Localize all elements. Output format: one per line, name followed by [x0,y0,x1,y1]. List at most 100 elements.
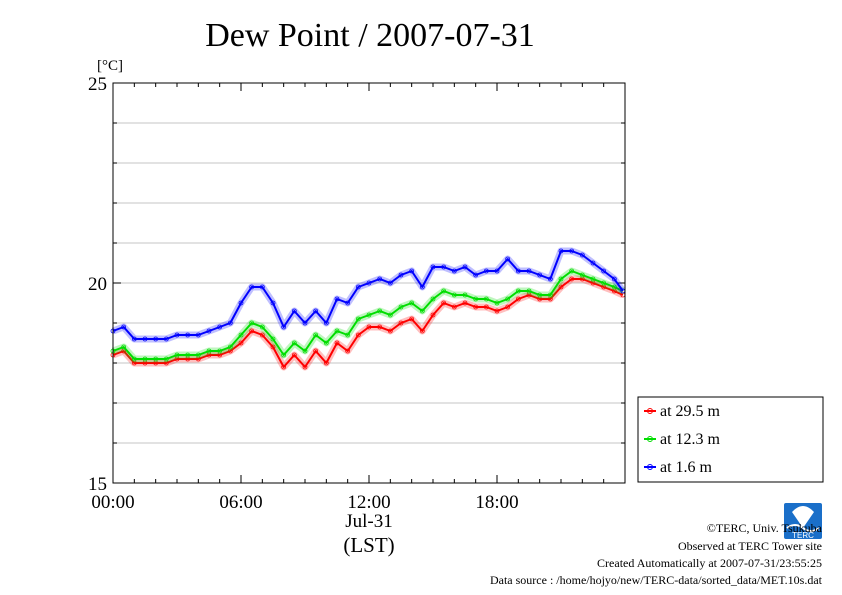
data-point [185,332,191,338]
data-point [259,332,265,338]
chart-title: Dew Point / 2007-07-31 [205,17,535,54]
data-point [227,344,233,350]
data-point [206,328,212,334]
data-point [153,356,159,362]
data-point [473,296,479,302]
data-point [281,324,287,330]
data-point [121,344,127,350]
data-point [355,284,361,290]
data-point [270,300,276,306]
data-point [153,336,159,342]
data-point [291,308,297,314]
data-point [366,324,372,330]
legend-marker [647,464,653,470]
legend: at 29.5 m at 12.3 m at 1.6 m [637,396,824,483]
data-point [238,340,244,346]
data-point [441,300,447,306]
data-point [505,256,511,262]
data-point [281,352,287,358]
data-point [601,268,607,274]
data-point [249,328,255,334]
credit-site: Observed at TERC Tower site [678,539,822,553]
data-point [526,268,532,274]
x-axis-ticks: 00:00 06:00 12:00 18:00 [91,83,626,513]
data-point [238,332,244,338]
data-point [377,276,383,282]
data-point [558,284,564,290]
data-point [355,316,361,322]
data-point [547,292,553,298]
data-point [131,356,137,362]
credit-source: Data source : /home/hojyo/new/TERC-data/… [490,573,823,587]
data-point [451,268,457,274]
legend-box [637,396,824,483]
data-point [302,320,308,326]
data-point [494,268,500,274]
data-point [526,288,532,294]
data-point [547,276,553,282]
data-point [537,272,543,278]
data-point [505,304,511,310]
series-line-at-12-3-m [112,270,624,360]
x-tick-label: 00:00 [91,492,134,513]
data-point [419,328,425,334]
data-point [291,352,297,358]
data-point [569,268,575,274]
x-tick-label: 12:00 [347,492,390,513]
data-point [131,336,137,342]
credit-org: ©TERC, Univ. Tsukuba [707,521,823,535]
data-point [430,312,436,318]
data-point [441,288,447,294]
data-point [462,264,468,270]
x-axis-label: (LST) [343,533,394,557]
y-tick-label: 25 [88,74,107,95]
data-point [249,284,255,290]
data-point [323,320,329,326]
data-point [430,296,436,302]
data-point [398,304,404,310]
data-point [174,352,180,358]
data-point [142,356,148,362]
data-point [579,272,585,278]
data-point [601,280,607,286]
data-point [334,296,340,302]
data-point [345,300,351,306]
data-point [611,284,617,290]
y-axis-unit: [°C] [97,58,123,74]
x-tick-label: 18:00 [475,492,518,513]
y-tick-label: 20 [88,274,107,295]
data-point [441,264,447,270]
data-point [334,328,340,334]
data-point [313,308,319,314]
data-point [302,364,308,370]
data-point [387,312,393,318]
series-lines [110,247,626,371]
data-point [409,300,415,306]
data-point [323,340,329,346]
credit-created: Created Automatically at 2007-07-31/23:5… [597,556,822,570]
data-point [377,308,383,314]
data-point [227,320,233,326]
data-point [217,348,223,354]
data-point [505,296,511,302]
data-point [451,292,457,298]
data-point [291,340,297,346]
data-point [569,248,575,254]
data-point [569,276,575,282]
data-point [259,324,265,330]
data-point [419,308,425,314]
data-point [185,352,191,358]
series-line-at-29-5-m [112,278,624,368]
terc-logo: TERC [784,503,822,540]
data-point [345,348,351,354]
data-point [537,292,543,298]
data-point [462,292,468,298]
data-point [334,340,340,346]
data-point [281,364,287,370]
data-point [398,320,404,326]
data-point [579,252,585,258]
x-tick-label: 06:00 [219,492,262,513]
data-point [355,332,361,338]
plot-frame [112,82,626,484]
